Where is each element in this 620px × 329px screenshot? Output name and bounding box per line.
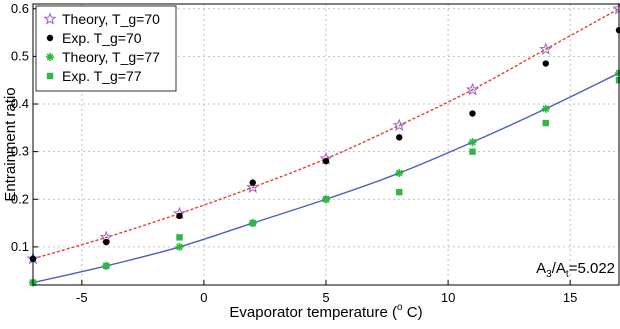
data-point-star (392, 118, 406, 132)
data-point-square (176, 234, 183, 241)
x-axis-label-degree: o (397, 302, 403, 313)
y-tick-label: 0.1 (11, 239, 29, 254)
y-tick-label: 0.3 (11, 144, 29, 159)
data-point-dot (396, 134, 403, 141)
annotation-value: =5.022 (569, 260, 615, 277)
data-point-square (542, 119, 549, 127)
legend-label: Theory, T_g=70 (62, 11, 160, 27)
asterisk-stroke (542, 105, 550, 113)
legend-items: Theory, T_g=70 Exp. T_g=70 Theory, T_g=77 E… (43, 11, 160, 84)
asterisk-stroke (469, 138, 476, 146)
fit-curve-dashed (32, 8, 620, 260)
area-ratio-annotation: A3/At=5.022 (536, 260, 615, 280)
data-point-square (469, 148, 476, 155)
data-point-dot (542, 60, 549, 67)
x-axis-label: Evaporator temperature (o C) (229, 302, 422, 321)
x-tick-label: 15 (563, 290, 577, 305)
legend-label: Exp. T_g=70 (62, 30, 142, 46)
y-tick-label: 0.6 (11, 1, 29, 16)
y-tick-label: 0.5 (11, 48, 29, 63)
data-point-dot (176, 212, 183, 220)
x-axis-label-main: Evaporator temperature ( (229, 304, 397, 321)
legend-label: Exp. T_g=77 (62, 68, 142, 84)
data-point-asterisk (395, 169, 404, 178)
y-axis-label: Entrainment ratio (2, 87, 19, 201)
axis-ticks: -5 0 5 10 15 0.1 0.2 0.3 0.4 0.5 0.6 (11, 1, 577, 305)
legend-marker-asterisk (46, 53, 54, 61)
annotation-slash-a: /A (552, 260, 566, 277)
annotation-a: A (536, 260, 546, 277)
data-point-dot (103, 238, 110, 246)
data-point-star (246, 180, 260, 193)
x-tick-label: 5 (322, 290, 329, 305)
data-point-star (539, 42, 553, 55)
asterisk-stroke (176, 243, 183, 251)
x-axis-label-unit: C) (403, 304, 423, 321)
legend-marker-star (43, 12, 57, 25)
data-point-square (615, 77, 620, 84)
data-point-dot (249, 179, 256, 186)
x-tick-label: 0 (200, 290, 207, 305)
asterisk-stroke (395, 169, 403, 177)
data-point-square (396, 188, 403, 196)
data-point-square (249, 219, 256, 227)
data-point-square (322, 196, 330, 203)
data-point-dot (469, 110, 476, 117)
legend-marker-dot (46, 34, 54, 42)
data-point-asterisk (541, 104, 550, 113)
annotation-sub-3: 3 (546, 269, 552, 280)
data-point-asterisk (175, 242, 184, 251)
x-tick-label: -5 (76, 290, 88, 305)
data-point-dot (322, 157, 330, 165)
x-tick-label: 10 (441, 290, 455, 305)
asterisk-stroke (46, 53, 54, 61)
data-point-star (465, 82, 480, 96)
data-point-asterisk (468, 138, 477, 147)
legend-box (35, 5, 177, 92)
annotation-sub-t: t (566, 269, 569, 280)
legend-marker-square (46, 72, 54, 80)
legend-label: Theory, T_g=77 (62, 49, 160, 65)
y-tick-label: 0.2 (11, 191, 29, 206)
data-point-square (103, 262, 110, 270)
y-tick-label: 0.4 (11, 96, 29, 111)
legend: Theory, T_g=70 Exp. T_g=70 Theory, T_g=77 E… (35, 5, 177, 92)
